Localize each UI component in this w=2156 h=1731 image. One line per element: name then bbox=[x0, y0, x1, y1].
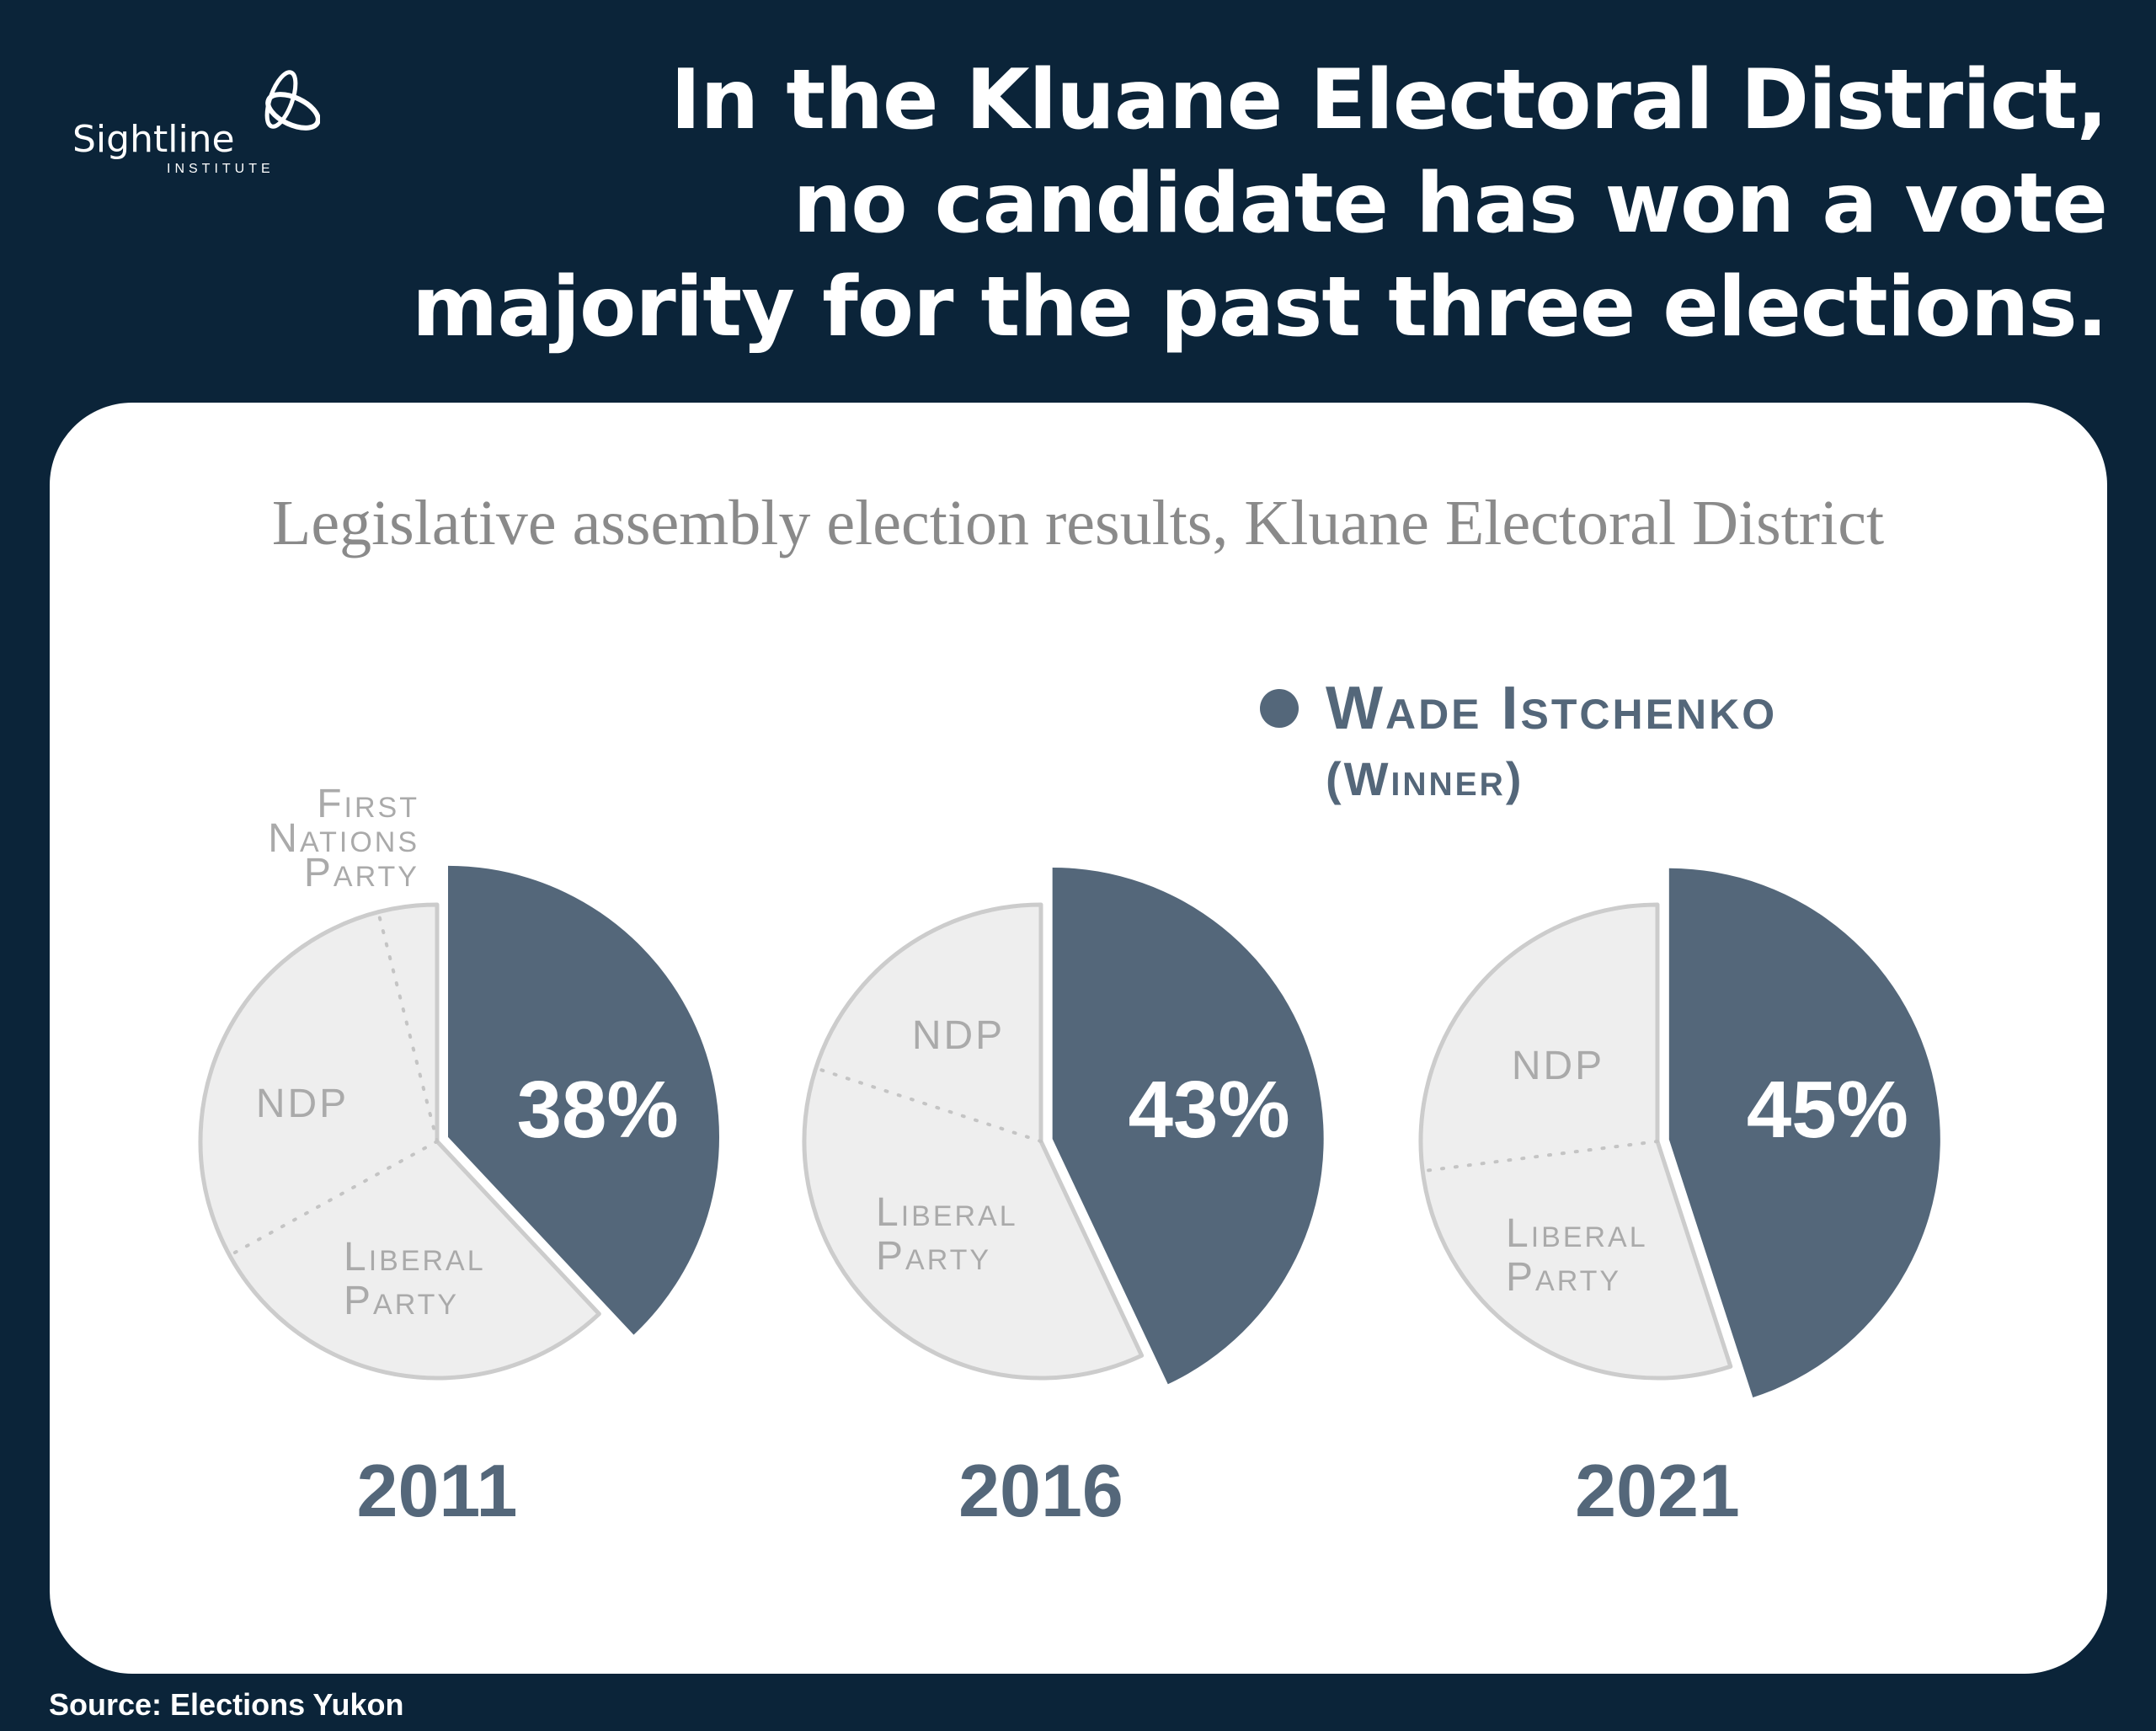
logo-name: Sightline bbox=[72, 118, 235, 161]
pie-slice-label: First Nations Party bbox=[268, 782, 419, 895]
pie-slice-others bbox=[1418, 902, 1733, 1381]
legend-swatch bbox=[1260, 689, 1299, 728]
legend-sublabel: (Winner) bbox=[1326, 752, 1524, 805]
pie-year-label: 2011 bbox=[357, 1449, 518, 1532]
pie-divider bbox=[1421, 1140, 1659, 1173]
logo-sub: INSTITUTE bbox=[167, 162, 275, 176]
source-note: Source: Elections Yukon bbox=[49, 1687, 404, 1722]
pie-slice-label: NDP bbox=[1512, 1044, 1604, 1088]
pie-slice-label: NDP bbox=[912, 1013, 1005, 1058]
pie-slice-others bbox=[802, 902, 1145, 1381]
pie-divider bbox=[227, 1140, 439, 1258]
headline-line-2: no candidate has won a vote bbox=[792, 156, 2108, 252]
winner-percent-label: 38% bbox=[517, 1065, 679, 1155]
pie-slice-label: Liberal Party bbox=[1506, 1211, 1648, 1300]
legend-label: Wade Istchenko bbox=[1326, 675, 1778, 742]
pie-slice-winner bbox=[448, 865, 720, 1335]
logo-knot-icon bbox=[264, 70, 321, 131]
pie-slice-others bbox=[198, 902, 601, 1381]
pie-slice-label: Liberal Party bbox=[344, 1235, 486, 1323]
pie-slice-label: NDP bbox=[256, 1082, 349, 1126]
headline-line-3: majority for the past three elections. bbox=[412, 259, 2108, 355]
pie-divider bbox=[376, 910, 439, 1143]
headline: In the Kluane Electoral District, no can… bbox=[339, 49, 2108, 360]
pie-slice-winner bbox=[1668, 868, 1940, 1398]
winner-percent-label: 45% bbox=[1747, 1065, 1908, 1155]
pie-year-label: 2021 bbox=[1575, 1449, 1740, 1532]
pie-slice-label: Liberal Party bbox=[876, 1190, 1018, 1279]
pie-year-label: 2016 bbox=[958, 1449, 1123, 1532]
pie-divider bbox=[814, 1066, 1043, 1143]
headline-line-1: In the Kluane Electoral District, bbox=[670, 52, 2108, 148]
pie-slice-winner bbox=[1052, 867, 1324, 1385]
sightline-logo: Sightline INSTITUTE bbox=[67, 59, 321, 185]
chart-title: Legislative assembly election results, K… bbox=[271, 488, 1885, 558]
winner-percent-label: 43% bbox=[1129, 1065, 1290, 1155]
